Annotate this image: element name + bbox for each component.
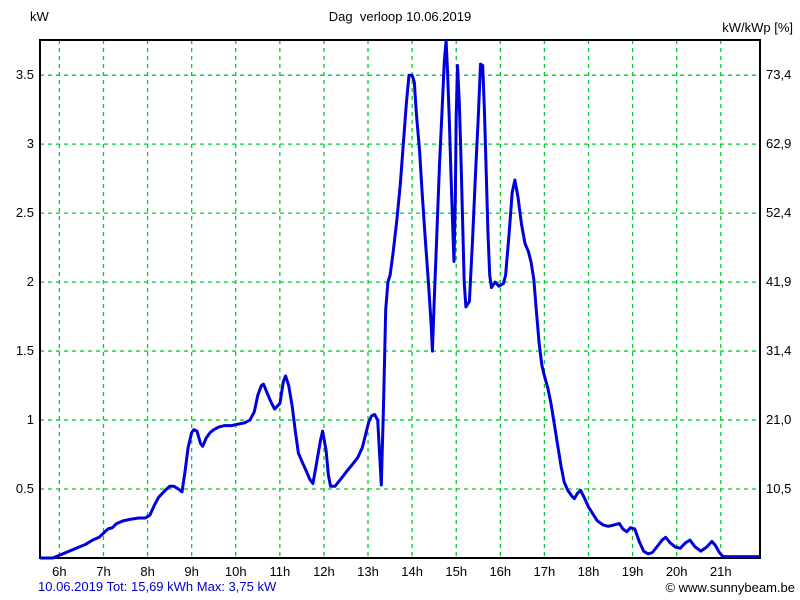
left-axis-unit-label: kW bbox=[30, 9, 49, 24]
x-axis-tick-label: 8h bbox=[140, 564, 154, 579]
y-axis-tick-label-left: 2.5 bbox=[16, 205, 34, 220]
x-axis-tick-label: 9h bbox=[184, 564, 198, 579]
chart-title: Dag verloop 10.06.2019 bbox=[328, 9, 472, 24]
x-axis-tick-label: 10h bbox=[225, 564, 247, 579]
y-axis-tick-label-right: 31,4 bbox=[766, 343, 791, 358]
plot-border bbox=[39, 39, 761, 559]
y-axis-tick-label-right: 10,5 bbox=[766, 481, 791, 496]
x-axis-tick-label: 21h bbox=[710, 564, 732, 579]
y-axis-tick-label-left: 1 bbox=[27, 412, 34, 427]
x-axis-tick-label: 14h bbox=[401, 564, 423, 579]
x-axis-tick-label: 18h bbox=[578, 564, 600, 579]
x-axis-tick-label: 17h bbox=[534, 564, 556, 579]
daily-summary-text: 10.06.2019 Tot: 15,69 kWh Max: 3,75 kW bbox=[38, 579, 277, 594]
y-axis-tick-label-right: 21,0 bbox=[766, 412, 791, 427]
x-axis-tick-label: 13h bbox=[357, 564, 379, 579]
y-axis-tick-label-left: 2 bbox=[27, 274, 34, 289]
x-axis-tick-label: 19h bbox=[622, 564, 644, 579]
right-axis-unit-label: kW/kWp [%] bbox=[722, 20, 793, 35]
y-axis-tick-label-right: 62,9 bbox=[766, 136, 791, 151]
y-axis-tick-label-left: 1.5 bbox=[16, 343, 34, 358]
credit-text: © www.sunnybeam.be bbox=[665, 580, 795, 595]
y-axis-tick-label-right: 41,9 bbox=[766, 274, 791, 289]
y-axis-tick-label-right: 73,4 bbox=[766, 67, 791, 82]
x-axis-tick-label: 15h bbox=[445, 564, 467, 579]
x-axis-tick-label: 6h bbox=[52, 564, 66, 579]
x-axis-tick-label: 16h bbox=[489, 564, 511, 579]
power-series-line bbox=[40, 39, 760, 560]
x-axis-tick-label: 12h bbox=[313, 564, 335, 579]
y-axis-tick-label-left: 3 bbox=[27, 136, 34, 151]
y-axis-tick-label-left: 3.5 bbox=[16, 67, 34, 82]
x-axis-tick-label: 20h bbox=[666, 564, 688, 579]
y-axis-tick-label-right: 52,4 bbox=[766, 205, 791, 220]
x-axis-tick-label: 11h bbox=[269, 564, 290, 579]
x-axis-tick-label: 7h bbox=[96, 564, 110, 579]
y-axis-tick-label-left: 0.5 bbox=[16, 481, 34, 496]
